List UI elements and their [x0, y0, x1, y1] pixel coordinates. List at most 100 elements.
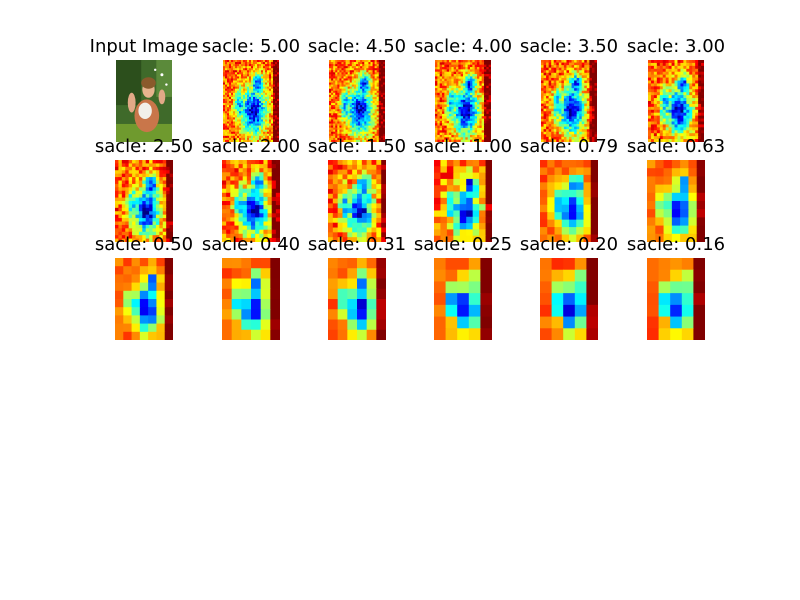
heatmap-cell	[372, 68, 376, 71]
heatmap-cell	[118, 224, 123, 229]
heatmap-cell	[541, 62, 545, 66]
heatmap-cell	[225, 129, 228, 133]
heatmap-cell	[372, 80, 376, 84]
heatmap-cell	[451, 81, 455, 85]
heatmap-cell	[566, 60, 570, 64]
heatmap-cell	[680, 98, 684, 102]
heatmap-cell	[546, 126, 550, 130]
heatmap-cell	[333, 88, 336, 92]
heatmap-cell	[237, 62, 240, 65]
heatmap-cell	[439, 81, 443, 85]
heatmap-cell	[251, 125, 254, 129]
heatmap-cell	[563, 101, 568, 105]
heatmap-cell	[128, 228, 133, 233]
heatmap-cell	[566, 116, 570, 120]
heatmap-cell	[543, 106, 547, 110]
heatmap-cell	[439, 85, 443, 89]
heatmap-cell	[115, 190, 120, 195]
heatmap-cell	[446, 104, 450, 108]
heatmap-cell	[259, 66, 262, 69]
heatmap-cell	[446, 78, 450, 82]
heatmap-cell	[692, 139, 696, 142]
heatmap-cell	[686, 77, 690, 82]
heatmap-cell	[341, 96, 345, 100]
heatmap-cell	[453, 125, 457, 129]
heatmap-cell	[342, 160, 348, 166]
heatmap-cell	[380, 76, 384, 80]
heatmap-cell	[368, 111, 372, 114]
heatmap-cell	[453, 109, 457, 113]
heatmap-cell	[331, 64, 334, 67]
heatmap-cell	[689, 103, 693, 108]
heatmap-cell	[382, 94, 385, 98]
heatmap-cell	[467, 132, 471, 136]
heatmap-cell	[341, 72, 345, 75]
heatmap-cell	[546, 60, 550, 64]
heatmap-cell	[360, 111, 363, 114]
heatmap-cell	[446, 130, 450, 134]
heatmap-cell	[439, 62, 443, 66]
heatmap-cell	[355, 125, 359, 129]
heatmap-cell	[273, 70, 276, 73]
heatmap-cell	[275, 160, 280, 165]
heatmap-cell	[239, 86, 242, 90]
heatmap-cell	[556, 111, 560, 115]
heatmap-cell	[351, 80, 355, 84]
heatmap-cell	[472, 102, 476, 106]
heatmap-cell	[169, 235, 173, 240]
heatmap-cell	[230, 233, 236, 239]
heatmap-cell	[458, 111, 462, 115]
heatmap-cell	[243, 68, 246, 71]
heatmap-cell	[237, 94, 240, 98]
heatmap-cell	[671, 86, 676, 90]
heatmap-cell	[576, 106, 580, 110]
heatmap-cell	[488, 60, 491, 63]
heatmap-cell	[155, 207, 160, 212]
heatmap-cell	[277, 129, 279, 133]
heatmap-cell	[229, 66, 232, 69]
heatmap-cell	[665, 86, 670, 90]
heatmap-cell	[541, 139, 545, 142]
heatmap-cell	[349, 64, 353, 67]
heatmap-cell	[463, 95, 466, 99]
heatmap-cell	[671, 80, 676, 85]
heatmap-cell	[453, 60, 457, 63]
heatmap-cell	[558, 80, 562, 84]
heatmap-cell	[261, 66, 264, 69]
heatmap-cell	[366, 90, 369, 94]
heatmap-cell	[584, 93, 588, 97]
heatmap-cell	[249, 103, 252, 106]
heatmap-cell	[543, 67, 547, 71]
heatmap-cell	[465, 118, 469, 122]
heatmap-cell	[380, 127, 384, 131]
heatmap-cell	[569, 126, 573, 130]
heatmap-cell	[347, 74, 351, 77]
heatmap-cell	[656, 95, 661, 99]
heatmap-cell	[456, 67, 459, 70]
heatmap-cell	[472, 85, 476, 89]
heatmap-cell	[465, 78, 469, 82]
heatmap-cell	[460, 113, 464, 117]
heatmap-cell	[337, 105, 340, 108]
heatmap-cell	[343, 74, 347, 77]
heatmap-cell	[698, 118, 702, 123]
heatmap-cell	[265, 78, 268, 82]
heatmap-cell	[364, 135, 367, 139]
heatmap-cell	[465, 120, 469, 124]
heatmap-cell	[223, 66, 226, 69]
heatmap-cell	[263, 184, 269, 190]
heatmap-cell	[265, 115, 268, 118]
heatmap-cell	[481, 97, 485, 101]
heatmap-cell	[449, 116, 452, 120]
heatmap-cell	[488, 125, 491, 129]
heatmap-cell	[543, 70, 547, 74]
heatmap-cell	[269, 105, 272, 108]
heatmap-cell	[267, 80, 270, 84]
heatmap-cell	[333, 70, 336, 73]
heatmap-cell	[230, 196, 236, 202]
heatmap-cell	[234, 201, 240, 206]
heatmap-cell	[255, 64, 258, 67]
heatmap-cell	[358, 139, 361, 142]
heatmap-cell	[665, 115, 670, 120]
heatmap-cell	[337, 76, 340, 80]
